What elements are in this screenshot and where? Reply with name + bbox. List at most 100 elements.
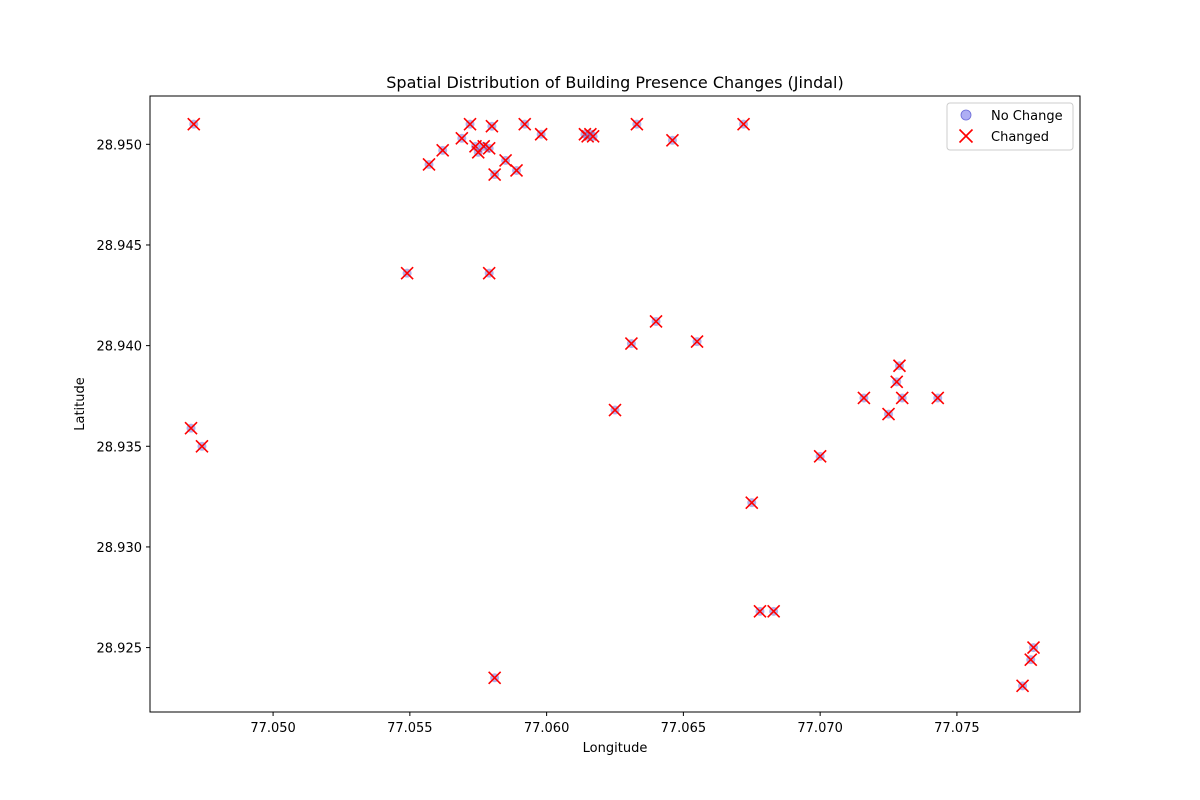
x-marker xyxy=(488,671,502,685)
x-marker xyxy=(534,127,548,141)
x-marker xyxy=(736,117,751,131)
legend-items: No Change Changed xyxy=(958,109,1063,145)
legend: No Change Changed xyxy=(946,102,1074,151)
y-axis: 28.925 28.930 28.935 28.940 28.945 28.950 xyxy=(97,138,150,657)
x-marker xyxy=(422,157,436,172)
changed-point xyxy=(482,141,496,155)
changed-point xyxy=(586,129,600,143)
x-marker xyxy=(813,449,827,463)
changed-point xyxy=(931,391,945,405)
changed-point xyxy=(895,391,909,405)
points-layer xyxy=(184,117,1041,693)
x-tick-label: 77.050 xyxy=(250,721,296,736)
changed-point xyxy=(482,266,496,280)
changed-point xyxy=(195,439,209,453)
plot-frame xyxy=(149,95,1081,713)
legend-item: No Change xyxy=(960,109,1063,124)
legend-label: No Change xyxy=(991,109,1063,124)
changed-point xyxy=(753,604,767,618)
changed-point xyxy=(184,421,198,435)
changed-point xyxy=(455,131,469,145)
changed-point xyxy=(892,359,907,373)
x-marker xyxy=(892,359,907,373)
x-marker xyxy=(485,119,499,133)
x-marker xyxy=(753,604,767,618)
changed-point xyxy=(488,671,502,685)
changed-point xyxy=(534,127,548,141)
x-marker xyxy=(857,391,871,405)
legend-label: Changed xyxy=(991,130,1049,145)
x-marker xyxy=(1026,641,1041,655)
x-marker xyxy=(767,604,781,618)
changed-point xyxy=(1015,679,1030,693)
x-marker xyxy=(665,133,680,147)
x-marker xyxy=(184,421,198,435)
changed-point xyxy=(665,133,680,147)
changed-point xyxy=(624,337,638,351)
x-marker xyxy=(488,167,502,182)
changed-point xyxy=(881,407,896,421)
changed-point xyxy=(857,391,871,405)
x-marker xyxy=(608,403,622,417)
changed-point xyxy=(499,153,513,167)
x-tick-label: 77.075 xyxy=(934,721,980,736)
changed-point xyxy=(649,314,663,329)
x-tick-label: 77.065 xyxy=(661,721,707,736)
x-marker xyxy=(586,129,600,143)
y-tick-label: 28.940 xyxy=(97,340,143,355)
x-marker xyxy=(482,141,496,155)
legend-item: Changed xyxy=(958,128,1049,145)
changed-point xyxy=(690,335,704,349)
x-marker xyxy=(195,439,209,453)
y-tick-label: 28.930 xyxy=(97,541,143,556)
x-tick-label: 77.060 xyxy=(524,721,570,736)
changed-point xyxy=(518,117,532,131)
legend-frame xyxy=(946,102,1074,151)
x-marker xyxy=(455,131,469,145)
changed-point xyxy=(767,604,781,618)
y-tick-label: 28.950 xyxy=(97,138,143,153)
x-marker xyxy=(931,391,945,405)
x-marker xyxy=(649,314,663,329)
x-axis-label: Longitude xyxy=(583,741,648,756)
y-tick-label: 28.925 xyxy=(97,642,143,657)
x-marker xyxy=(400,266,414,280)
x-marker xyxy=(1015,679,1030,693)
x-tick-label: 77.070 xyxy=(797,721,843,736)
x-marker xyxy=(690,335,704,349)
x-axis: 77.050 77.055 77.060 77.065 77.070 77.075 xyxy=(250,712,980,736)
x-marker xyxy=(482,266,496,280)
plot-area xyxy=(149,95,1081,713)
changed-point xyxy=(436,143,450,157)
changed-point xyxy=(1026,641,1041,655)
x-marker xyxy=(624,337,638,351)
y-tick-label: 28.935 xyxy=(97,440,143,455)
x-marker xyxy=(463,117,477,131)
x-marker xyxy=(895,391,909,405)
changed-point xyxy=(745,496,759,510)
x-marker xyxy=(499,153,513,167)
chart-title: Spatial Distribution of Building Presenc… xyxy=(386,73,843,92)
x-marker xyxy=(745,496,759,510)
changed-point xyxy=(422,157,436,172)
changed-point xyxy=(485,119,499,133)
y-tick-label: 28.945 xyxy=(97,239,143,254)
changed-point xyxy=(1024,653,1038,667)
legend-circle-marker xyxy=(960,109,972,121)
changed-point xyxy=(630,117,644,131)
x-marker xyxy=(187,117,201,131)
x-marker xyxy=(509,163,524,178)
changed-point xyxy=(608,403,622,417)
x-marker xyxy=(1024,653,1038,667)
legend-x-marker xyxy=(958,128,974,144)
changed-point xyxy=(400,266,414,280)
changed-point xyxy=(463,117,477,131)
changed-point xyxy=(736,117,751,131)
changed-point xyxy=(509,163,524,178)
x-marker xyxy=(881,407,896,421)
y-axis-label: Latitude xyxy=(73,377,88,431)
changed-point xyxy=(488,167,502,182)
x-marker xyxy=(436,143,450,157)
x-marker xyxy=(890,375,904,389)
